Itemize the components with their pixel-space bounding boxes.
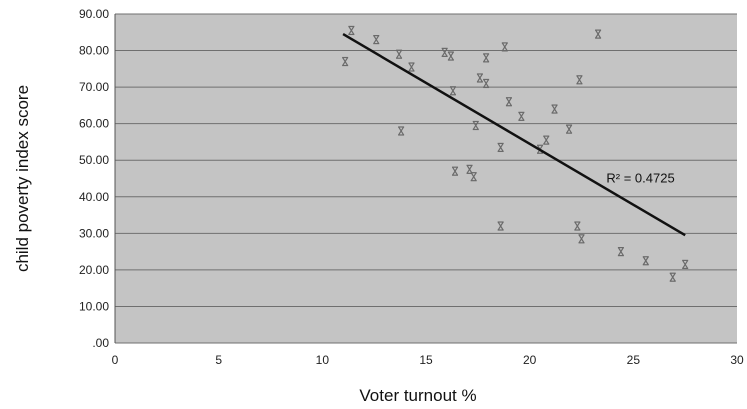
y-tick-label: 60.00 bbox=[79, 117, 109, 131]
data-point bbox=[472, 120, 479, 131]
data-point bbox=[470, 172, 477, 182]
data-point bbox=[483, 78, 490, 89]
data-point bbox=[348, 25, 355, 36]
y-tick-label: 10.00 bbox=[79, 299, 109, 313]
data-point bbox=[466, 164, 473, 174]
x-tick-label: 30 bbox=[730, 353, 744, 367]
data-point bbox=[398, 126, 405, 136]
trend-line bbox=[342, 33, 686, 237]
data-point bbox=[373, 34, 380, 45]
data-point bbox=[551, 104, 558, 114]
data-point bbox=[682, 259, 689, 270]
x-axis-tick-labels: 0 5 10 15 20 25 30 bbox=[112, 353, 744, 367]
y-tick-label: 20.00 bbox=[79, 263, 109, 277]
y-axis-label: child poverty index score bbox=[13, 85, 32, 272]
y-tick-label: .00 bbox=[92, 336, 109, 350]
data-point bbox=[505, 97, 512, 107]
data-point bbox=[396, 49, 403, 59]
data-point bbox=[342, 56, 349, 67]
x-tick-label: 5 bbox=[215, 353, 222, 367]
x-tick-label: 10 bbox=[316, 353, 330, 367]
data-point bbox=[483, 53, 490, 63]
y-tick-label: 50.00 bbox=[79, 153, 109, 167]
data-point bbox=[497, 221, 504, 231]
data-point bbox=[595, 29, 602, 39]
y-tick-label: 30.00 bbox=[79, 226, 109, 240]
data-point bbox=[576, 75, 583, 85]
data-point bbox=[476, 73, 483, 83]
data-point bbox=[518, 111, 525, 121]
x-tick-label: 20 bbox=[523, 353, 537, 367]
x-tick-label: 0 bbox=[112, 353, 119, 367]
data-point bbox=[497, 142, 504, 153]
data-point bbox=[574, 221, 581, 231]
data-point bbox=[501, 42, 508, 52]
data-point bbox=[642, 256, 649, 266]
data-points bbox=[342, 25, 689, 282]
data-point bbox=[441, 47, 448, 57]
data-point bbox=[578, 234, 585, 244]
gridlines bbox=[114, 13, 737, 344]
data-point bbox=[449, 86, 456, 96]
y-tick-label: 70.00 bbox=[79, 80, 109, 94]
y-tick-label: 90.00 bbox=[79, 7, 109, 21]
x-tick-label: 25 bbox=[627, 353, 641, 367]
data-point bbox=[447, 51, 454, 61]
r-squared-annotation: R² = 0.4725 bbox=[606, 171, 674, 186]
x-axis-label: Voter turnout % bbox=[359, 386, 476, 405]
data-point bbox=[543, 135, 550, 145]
plot-area bbox=[115, 14, 737, 343]
data-point bbox=[452, 166, 459, 176]
data-point bbox=[669, 272, 676, 282]
data-point bbox=[408, 62, 415, 72]
y-axis-tick-labels: .00 10.00 20.00 30.00 40.00 50.00 60.00 70.00 80… bbox=[79, 7, 109, 350]
x-tick-label: 15 bbox=[419, 353, 433, 367]
data-point bbox=[566, 124, 573, 134]
data-point bbox=[617, 247, 624, 257]
y-tick-label: 80.00 bbox=[79, 44, 109, 58]
y-tick-label: 40.00 bbox=[79, 190, 109, 204]
